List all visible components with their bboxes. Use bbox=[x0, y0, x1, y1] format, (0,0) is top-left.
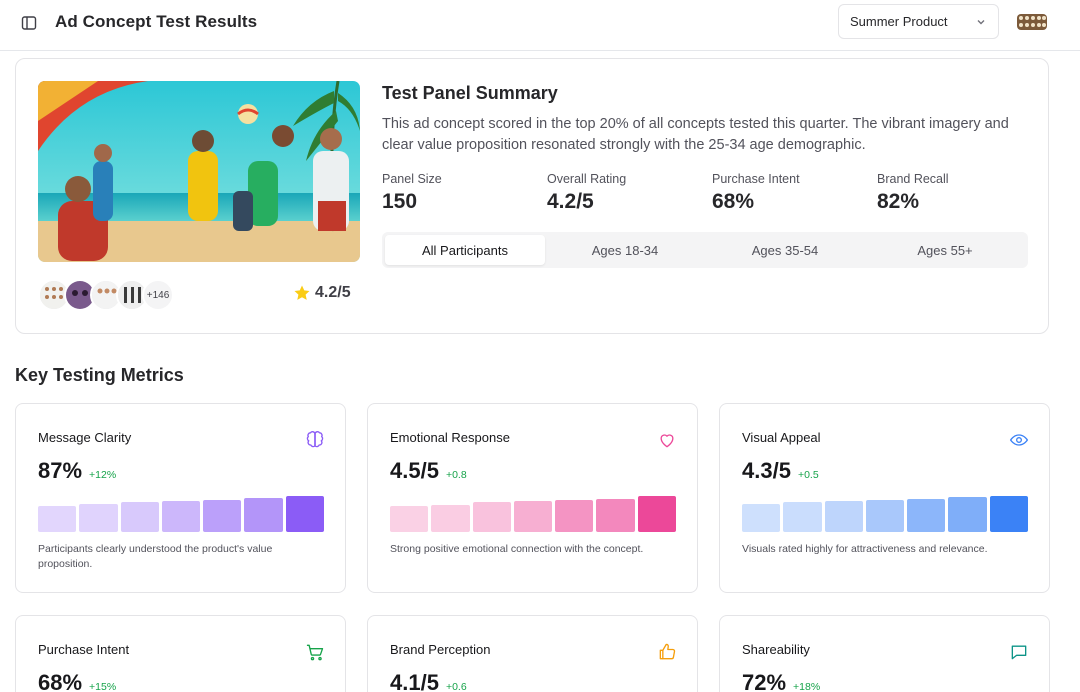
tab-ages-18-34[interactable]: Ages 18-34 bbox=[591, 242, 659, 258]
stat-value: 4.2/5 bbox=[547, 190, 594, 213]
metric-trend-bars bbox=[390, 496, 676, 532]
product-select[interactable]: Summer Product bbox=[838, 4, 999, 39]
top-header: Ad Concept Test Results Summer Product bbox=[0, 0, 1080, 51]
stat-overall-rating: Overall Rating 4.2/5 bbox=[547, 172, 626, 214]
metric-label: Brand Perception bbox=[390, 642, 491, 657]
metric-trend-bar bbox=[989, 496, 1028, 532]
cart-icon bbox=[306, 644, 324, 661]
summary-description: This ad concept scored in the top 20% of… bbox=[382, 116, 1009, 153]
metric-note: Visuals rated highly for attractiveness … bbox=[742, 543, 988, 555]
stat-label: Panel Size bbox=[382, 172, 442, 186]
page-title: Ad Concept Test Results bbox=[55, 12, 258, 31]
metric-delta: +0.8 bbox=[445, 469, 467, 481]
more-participants-count: +146 bbox=[142, 279, 174, 311]
metric-trend-bar bbox=[120, 502, 159, 532]
metric-card-message-clarity: Message Clarity 87% +12% Participants cl… bbox=[15, 403, 346, 593]
metric-trend-bar bbox=[637, 496, 676, 532]
metric-card-visual-appeal: Visual Appeal 4.3/5 +0.5 Visuals rated h… bbox=[719, 403, 1050, 593]
tab-ages-35-54[interactable]: Ages 35-54 bbox=[751, 242, 819, 258]
heart-icon bbox=[660, 434, 674, 448]
sidebar-toggle-button[interactable] bbox=[18, 12, 40, 34]
eye-icon bbox=[1009, 434, 1029, 446]
metric-delta: +0.6 bbox=[445, 681, 467, 692]
audience-segment-tabs: All Participants Ages 18-34 Ages 35-54 A… bbox=[382, 232, 1028, 268]
metric-trend-bar bbox=[513, 501, 553, 532]
tab-all-participants[interactable]: All Participants bbox=[385, 235, 545, 265]
metric-value: 4.5/5 +0.8 bbox=[390, 458, 467, 484]
metric-trend-bars bbox=[742, 496, 1028, 532]
metric-trend-bar bbox=[38, 506, 77, 532]
concept-rating: 4.2/5 bbox=[293, 284, 351, 302]
stat-panel-size: Panel Size 150 bbox=[382, 172, 442, 214]
stat-value: 150 bbox=[382, 190, 418, 213]
product-select-value: Summer Product bbox=[850, 14, 948, 29]
metric-value: 72% +18% bbox=[742, 670, 820, 692]
stat-brand-recall: Brand Recall 82% bbox=[877, 172, 949, 214]
metric-delta: +18% bbox=[793, 681, 821, 692]
metric-value-number: 4.3/5 bbox=[742, 458, 791, 483]
stat-value: 68% bbox=[712, 190, 755, 213]
metric-value: 4.3/5 +0.5 bbox=[742, 458, 819, 484]
metric-value-number: 72% bbox=[742, 670, 787, 692]
metric-label: Emotional Response bbox=[390, 430, 510, 445]
participant-avatar-stack: +146 bbox=[38, 279, 174, 311]
metric-delta: +0.5 bbox=[797, 469, 819, 481]
metric-trend-bar bbox=[742, 503, 781, 532]
stat-label: Overall Rating bbox=[547, 172, 627, 186]
ad-concept-image bbox=[38, 81, 360, 262]
metric-card-shareability: Shareability 72% +18% bbox=[719, 615, 1050, 692]
star-icon bbox=[294, 285, 310, 300]
brain-icon bbox=[306, 431, 324, 448]
metric-trend-bar bbox=[203, 499, 242, 532]
metric-trend-bar bbox=[244, 497, 283, 532]
metric-trend-bar bbox=[865, 499, 905, 532]
metric-value: 4.1/5 +0.6 bbox=[390, 670, 467, 692]
metric-value-number: 68% bbox=[38, 670, 83, 692]
metric-trend-bar bbox=[824, 501, 863, 532]
metric-trend-bar bbox=[390, 506, 429, 532]
stat-label: Brand Recall bbox=[877, 172, 949, 186]
metric-trend-bar bbox=[555, 499, 594, 532]
stat-value: 82% bbox=[877, 190, 920, 213]
metric-trend-bar bbox=[783, 502, 822, 532]
participant-avatar bbox=[90, 279, 122, 311]
metric-trend-bar bbox=[285, 496, 324, 532]
metric-delta: +15% bbox=[89, 681, 117, 692]
metric-card-emotional-response: Emotional Response 4.5/5 +0.8 Strong pos… bbox=[367, 403, 698, 593]
metric-card-purchase-intent: Purchase Intent 68% +15% bbox=[15, 615, 346, 692]
metric-delta: +12% bbox=[89, 469, 117, 481]
metric-label: Message Clarity bbox=[38, 430, 132, 445]
stat-label: Purchase Intent bbox=[712, 172, 800, 186]
metric-trend-bar bbox=[431, 504, 470, 532]
metric-trend-bars bbox=[38, 496, 324, 532]
metric-label: Visual Appeal bbox=[742, 430, 821, 445]
chevron-down-icon bbox=[977, 19, 985, 24]
message-icon bbox=[1011, 645, 1027, 660]
metric-note: Strong positive emotional connection wit… bbox=[390, 543, 644, 555]
user-avatar[interactable] bbox=[1017, 14, 1047, 30]
metric-trend-bar bbox=[79, 503, 118, 532]
metric-value: 87% +12% bbox=[38, 458, 116, 484]
metric-card-brand-perception: Brand Perception 4.1/5 +0.6 bbox=[367, 615, 698, 692]
metric-label: Shareability bbox=[742, 642, 810, 657]
section-title-key-metrics: Key Testing Metrics bbox=[15, 365, 184, 385]
metric-trend-bar bbox=[472, 502, 511, 532]
metric-trend-bar bbox=[948, 497, 987, 532]
metric-value: 68% +15% bbox=[38, 670, 116, 692]
concept-rating-value: 4.2/5 bbox=[315, 284, 351, 301]
thumbs-up-icon bbox=[659, 643, 676, 660]
metric-value-number: 87% bbox=[38, 458, 83, 483]
test-panel-summary-card: +146 4.2/5 Test Panel Summary This ad co… bbox=[15, 58, 1049, 334]
metric-note: Participants clearly understood the prod… bbox=[38, 543, 273, 570]
stat-purchase-intent: Purchase Intent 68% bbox=[712, 172, 800, 214]
metric-trend-bar bbox=[596, 498, 635, 532]
metric-value-number: 4.5/5 bbox=[390, 458, 439, 483]
tab-ages-55-plus[interactable]: Ages 55+ bbox=[917, 242, 973, 258]
metric-trend-bar bbox=[161, 501, 201, 532]
sidebar-icon bbox=[21, 16, 37, 30]
metric-value-number: 4.1/5 bbox=[390, 670, 439, 692]
metric-trend-bar bbox=[907, 498, 946, 532]
metric-label: Purchase Intent bbox=[38, 642, 130, 657]
summary-title: Test Panel Summary bbox=[382, 83, 558, 103]
